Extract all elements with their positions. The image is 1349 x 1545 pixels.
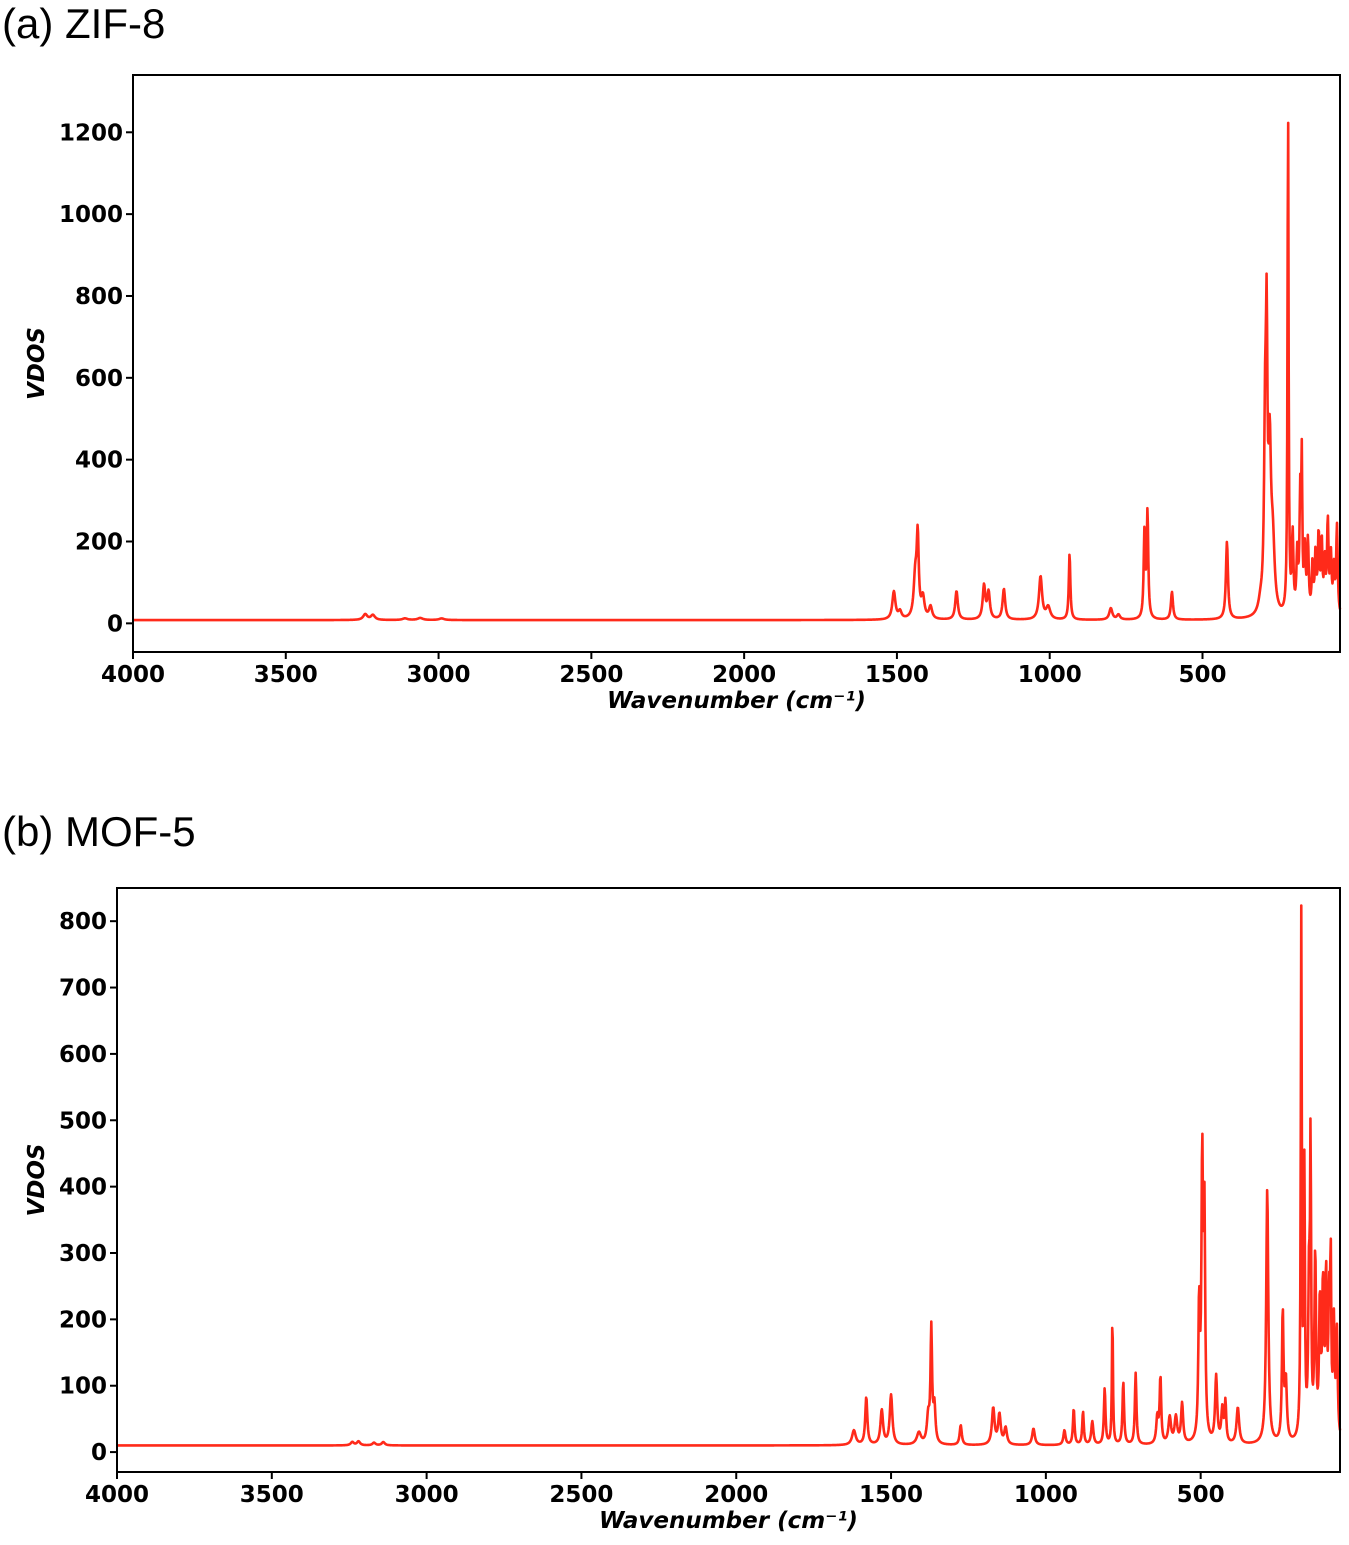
x-tick-label: 500 [1178, 662, 1226, 688]
y-axis-label: VDOS [24, 1143, 50, 1216]
y-tick-label: 600 [75, 366, 123, 392]
y-tick-label: 400 [59, 1175, 107, 1201]
chart-zif8: 4000 3500 3000 2500 2000 1500 1000 500 0 200 400 60… [24, 74, 1342, 714]
x-tick-label: 4000 [101, 662, 165, 688]
x-tick-label: 3000 [395, 1482, 459, 1508]
plot-frame [116, 887, 1341, 1473]
y-tick-label: 1000 [59, 202, 123, 228]
x-tick-label: 3000 [407, 662, 471, 688]
x-axis-label: Wavenumber (cm⁻¹) [607, 688, 866, 714]
chart-mof5: 4000 3500 3000 2500 2000 1500 1000 500 0 100 200 30… [24, 887, 1342, 1534]
y-tick-label: 200 [75, 530, 123, 556]
y-tick-label: 0 [107, 611, 123, 637]
x-tick-label: 1500 [865, 662, 929, 688]
x-tick-label: 3500 [240, 1482, 304, 1508]
x-tick-label: 4000 [85, 1482, 149, 1508]
x-tick-label: 2500 [559, 662, 623, 688]
x-tick-label: 2000 [704, 1482, 768, 1508]
x-tick-label: 3500 [254, 662, 318, 688]
panel-b-title: (b) MOF-5 [2, 808, 196, 855]
y-tick-label: 600 [59, 1042, 107, 1068]
spectrum-line [116, 904, 1342, 1447]
x-axis-label: Wavenumber (cm⁻¹) [599, 1508, 858, 1534]
y-tick-label: 400 [75, 448, 123, 474]
plot-frame [132, 74, 1341, 653]
y-tick-label: 200 [59, 1307, 107, 1333]
y-tick-label: 700 [59, 976, 107, 1002]
x-tick-label: 2000 [712, 662, 776, 688]
y-tick-label: 800 [59, 909, 107, 935]
x-tick-label: 500 [1177, 1482, 1225, 1508]
y-tick-label: 300 [59, 1241, 107, 1267]
x-tick-label: 1000 [1018, 662, 1082, 688]
y-tick-label: 800 [75, 284, 123, 310]
y-tick-label: 0 [91, 1440, 107, 1466]
x-tick-label: 2500 [549, 1482, 613, 1508]
y-axis-label: VDOS [24, 327, 50, 400]
y-tick-label: 1200 [59, 120, 123, 146]
spectrum-line [132, 121, 1342, 622]
x-tick-label: 1000 [1014, 1482, 1078, 1508]
y-tick-label: 500 [59, 1108, 107, 1134]
panel-a-title: (a) ZIF-8 [2, 0, 166, 47]
y-tick-label: 100 [59, 1374, 107, 1400]
x-tick-label: 1500 [859, 1482, 923, 1508]
